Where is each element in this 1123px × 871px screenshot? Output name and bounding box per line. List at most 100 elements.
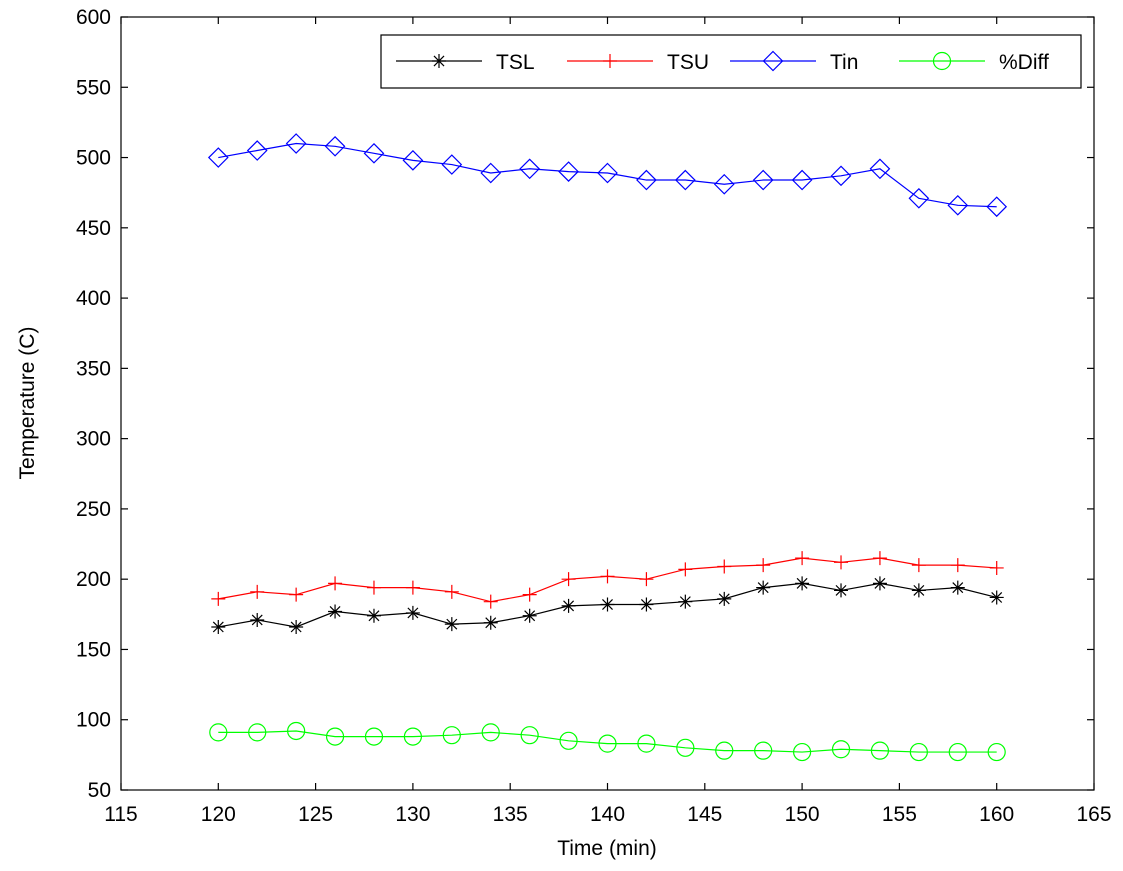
data-point-tin: [480, 162, 502, 184]
data-point-tin: [752, 169, 774, 191]
data-point-tin: [207, 147, 229, 168]
data-point-tsu: [561, 572, 576, 587]
x-axis-label: Time (min): [557, 837, 657, 860]
data-point-diff: [715, 741, 734, 760]
data-point-tsl: [328, 604, 343, 619]
y-tick-label: 250: [76, 498, 111, 521]
data-point-tin: [441, 154, 463, 175]
legend: TSL TSU Tin %Diff: [380, 34, 1082, 89]
x-tick-label: 130: [395, 803, 430, 826]
data-point-tsu: [328, 576, 343, 591]
data-point-tin: [674, 169, 696, 191]
legend-marker-tin: [762, 50, 784, 72]
legend-marker-tsl: [432, 54, 446, 68]
data-point-diff: [559, 731, 578, 750]
y-tick-label: 400: [76, 287, 111, 310]
data-point-tsl: [250, 612, 265, 627]
data-point-tsl: [717, 591, 732, 606]
data-point-diff: [481, 723, 500, 742]
data-point-tsu: [250, 584, 265, 599]
x-tick-label: 125: [298, 803, 333, 826]
data-point-diff: [792, 742, 812, 762]
data-point-tsl: [950, 580, 965, 595]
data-point-tsu: [405, 580, 420, 595]
data-point-tsl: [911, 583, 926, 598]
series-layer: [207, 133, 1008, 762]
data-point-tin: [324, 135, 346, 157]
x-tick-label: 145: [687, 803, 722, 826]
data-point-tsu: [444, 584, 459, 599]
data-point-tsu: [211, 591, 226, 606]
data-point-tsu: [639, 572, 654, 587]
x-tick-label: 140: [590, 803, 625, 826]
data-point-diff: [403, 727, 422, 746]
y-tick-label: 100: [76, 709, 111, 732]
data-point-tsu: [756, 558, 771, 573]
legend-marker-tsu: [603, 54, 617, 68]
data-point-tsl: [795, 576, 810, 591]
data-point-tsl: [483, 615, 498, 630]
data-point-tsu: [522, 587, 537, 602]
data-point-tsu: [911, 558, 926, 573]
data-point-tsl: [639, 597, 654, 612]
data-point-diff: [287, 721, 306, 741]
x-tick-label: 150: [785, 803, 820, 826]
y-tick-label: 550: [76, 76, 111, 99]
data-point-tsu: [289, 587, 304, 602]
series-tsu: [211, 551, 1004, 609]
data-point-tsu: [989, 560, 1004, 575]
data-point-tsl: [211, 619, 226, 634]
y-tick-label: 50: [88, 779, 111, 802]
data-point-tsu: [795, 551, 810, 566]
data-point-tin: [869, 158, 891, 180]
data-point-tin: [791, 169, 813, 191]
data-point-diff: [598, 734, 617, 753]
data-point-tsl: [444, 617, 459, 632]
series-tin: [207, 133, 1008, 218]
data-point-tin: [285, 133, 307, 154]
data-point-diff: [637, 734, 656, 753]
series-line-tin: [218, 142, 997, 208]
data-point-tsu: [483, 594, 498, 609]
data-point-tsu: [950, 558, 965, 573]
x-tick-label: 165: [1076, 803, 1111, 826]
data-point-diff: [325, 727, 345, 746]
series-tsl: [211, 576, 1004, 634]
data-point-diff: [909, 742, 928, 762]
legend-label-tsu: TSU: [667, 51, 709, 74]
data-point-tin: [986, 196, 1008, 218]
data-point-tsl: [989, 590, 1004, 605]
y-axis-label: Temperature (C): [16, 327, 39, 480]
data-point-tsl: [405, 605, 420, 620]
data-point-diff: [754, 741, 773, 760]
data-point-diff: [248, 723, 267, 742]
data-point-diff: [209, 723, 228, 742]
data-point-diff: [676, 738, 695, 757]
data-point-tin: [558, 161, 579, 182]
data-point-tsu: [600, 569, 615, 584]
data-point-tin: [363, 142, 385, 164]
data-point-tin: [830, 165, 852, 187]
y-tick-label: 300: [76, 428, 111, 451]
data-point-diff: [364, 727, 384, 746]
data-point-tsl: [366, 608, 381, 623]
data-point-tsl: [872, 576, 887, 591]
data-point-tin: [597, 162, 618, 184]
series-line-diff: [218, 730, 997, 753]
data-point-tsu: [366, 580, 381, 595]
series-diff: [209, 721, 1006, 762]
data-point-diff: [870, 741, 890, 760]
y-tick-label: 150: [76, 638, 111, 661]
data-point-tin: [713, 173, 735, 195]
legend-label-tsl: TSL: [496, 51, 535, 74]
data-point-tsl: [834, 583, 849, 598]
data-point-tsl: [289, 619, 304, 634]
data-point-diff: [948, 742, 967, 762]
x-tick-label: 160: [979, 803, 1014, 826]
data-point-tin: [519, 158, 541, 180]
data-point-tsl: [522, 608, 537, 623]
axis-ticks: 115 120 125 130 135 140 145 150 155 160 165 50 100 15…: [76, 6, 1112, 826]
data-point-diff: [831, 740, 851, 759]
x-tick-label: 155: [882, 803, 917, 826]
